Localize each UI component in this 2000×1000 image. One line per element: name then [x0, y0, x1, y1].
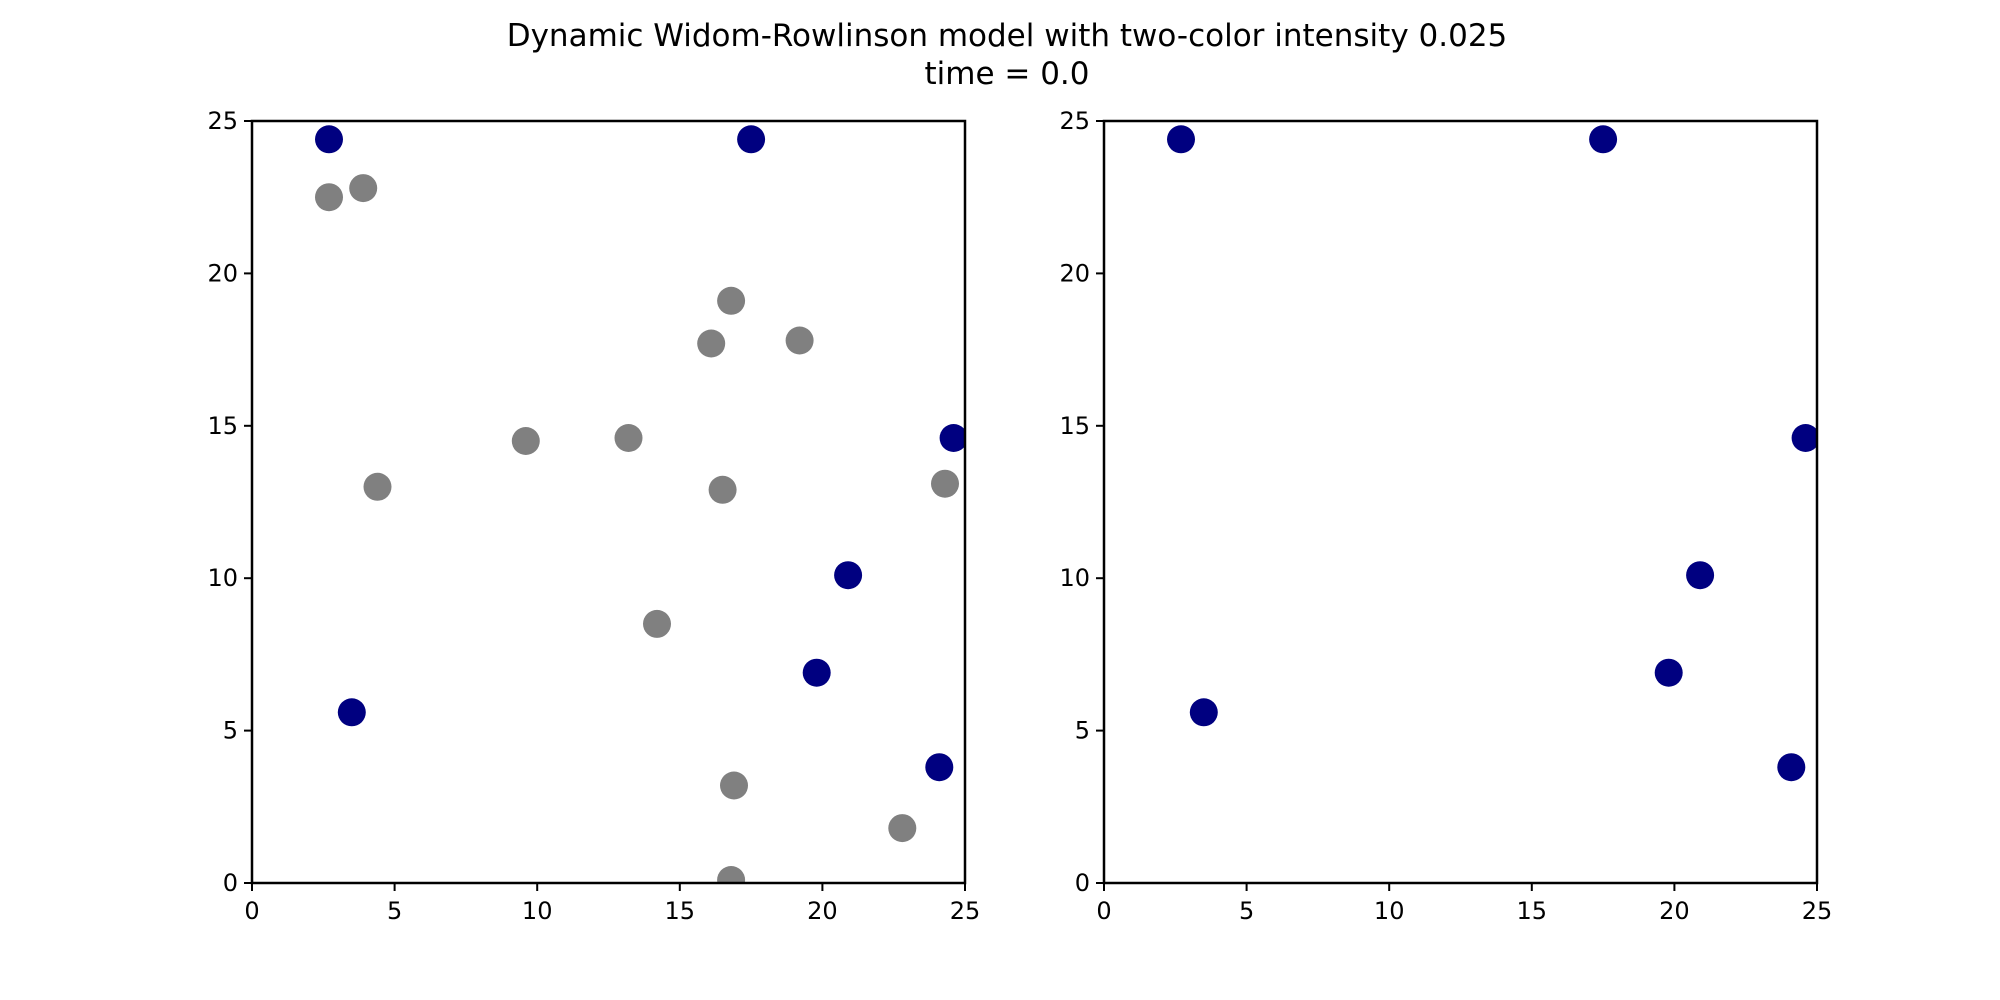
left-point-series-2	[717, 866, 746, 883]
left-point-series-2	[363, 472, 392, 501]
left-point-series-2	[717, 286, 746, 315]
right-y-tick-label: 25	[1059, 107, 1090, 135]
right-point-series-1	[1777, 753, 1806, 782]
left-x-tick-label: 20	[807, 897, 838, 925]
right-point-series-1	[1167, 125, 1195, 154]
left-y-tick-label: 10	[207, 564, 238, 592]
right-axes-frame	[1102, 119, 1819, 885]
left-x-tick-label: 15	[665, 897, 696, 925]
left-point-series-2	[785, 326, 814, 355]
right-x-tick-label: 5	[1239, 897, 1254, 925]
left-y-tick-label: 15	[207, 412, 238, 440]
left-point-series-2	[931, 469, 959, 498]
right-points	[1167, 125, 1817, 782]
left-x-tick-label: 25	[950, 897, 981, 925]
left-point-series-2	[315, 183, 343, 212]
right-point-series-1	[1189, 698, 1218, 727]
right-point-series-1	[1654, 658, 1683, 687]
left-point-series-1	[834, 561, 863, 590]
right-scatter-plot: 0 5 10 15 20 25 0 5 10 15 20 25	[1059, 107, 1832, 925]
right-point-series-1	[1589, 125, 1618, 154]
left-point-series-2	[643, 609, 671, 638]
left-y-tick-label: 5	[223, 717, 238, 745]
right-point-series-1	[1791, 424, 1817, 452]
right-x-tick-label: 10	[1374, 897, 1405, 925]
right-y-tick-label: 0	[1075, 869, 1090, 897]
left-point-series-2	[697, 329, 726, 358]
right-y-tick-label: 10	[1059, 564, 1090, 592]
left-point-series-2	[349, 174, 378, 203]
left-point-series-1	[925, 753, 954, 782]
left-x-tick-label: 5	[387, 897, 402, 925]
right-x-tick-label: 20	[1659, 897, 1690, 925]
right-point-series-1	[1686, 561, 1715, 590]
left-y-tick-label: 20	[207, 259, 238, 287]
left-point-series-2	[511, 427, 540, 455]
left-point-series-1	[939, 424, 965, 452]
left-points	[315, 125, 965, 883]
left-y-tick-label: 25	[207, 107, 238, 135]
left-point-series-2	[708, 475, 737, 504]
right-x-tick-label: 15	[1517, 897, 1548, 925]
left-point-series-1	[337, 698, 366, 727]
left-axes-frame	[250, 119, 967, 885]
left-point-series-1	[737, 125, 766, 154]
left-y-tick-label: 0	[223, 869, 238, 897]
left-x-tick-label: 0	[244, 897, 259, 925]
right-x-tick-label: 25	[1802, 897, 1833, 925]
left-point-series-2	[888, 814, 917, 843]
left-scatter-plot: 0 5 10 15 20 25 0 5 10 15 20 25	[207, 107, 980, 925]
figure-subtitle: time = 0.0	[924, 56, 1089, 92]
right-y-tick-label: 15	[1059, 412, 1090, 440]
left-point-series-2	[614, 424, 643, 452]
left-point-series-2	[720, 771, 748, 800]
right-x-tick-label: 0	[1096, 897, 1111, 925]
right-y-tick-label: 20	[1059, 259, 1090, 287]
figure-title: Dynamic Widom-Rowlinson model with two-c…	[507, 18, 1508, 54]
right-y-tick-label: 5	[1075, 717, 1090, 745]
left-point-series-1	[315, 125, 343, 154]
left-x-tick-label: 10	[522, 897, 553, 925]
left-point-series-1	[802, 658, 831, 687]
